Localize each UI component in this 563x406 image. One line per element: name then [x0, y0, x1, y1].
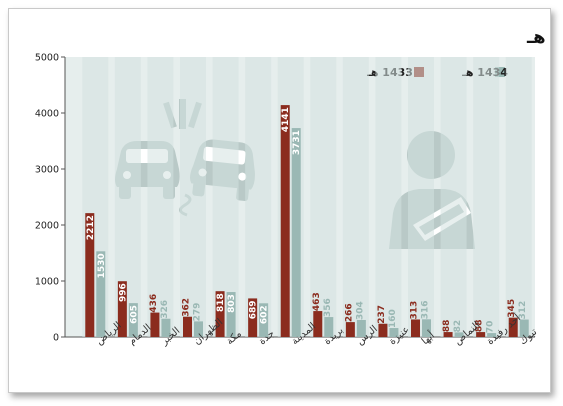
data-label: 160 [388, 309, 398, 328]
y-tick-label: 3000 [35, 165, 59, 176]
data-label: 70 [486, 321, 496, 334]
chart-title: المصابون بين عامي 1433 - 1434 هـ [526, 27, 550, 48]
bar-1433 [476, 332, 486, 337]
bar-1433 [183, 316, 192, 337]
category-band [310, 57, 337, 337]
bar-1434 [519, 319, 529, 337]
category-band [245, 57, 272, 337]
chart: المصابون بين عامي 1433 - 1434 هـ 1434 هـ… [35, 27, 550, 348]
bar-1434 [194, 321, 203, 337]
data-label: 237 [377, 305, 387, 324]
data-label: 82 [453, 320, 463, 333]
data-label: 88 [475, 320, 485, 333]
data-label: 88 [442, 320, 452, 333]
category-band [440, 57, 467, 337]
bar-1434 [259, 303, 269, 337]
bar-1433 [345, 322, 355, 337]
data-label: 313 [410, 301, 420, 320]
category-band [505, 57, 532, 337]
data-label: 356 [323, 298, 333, 317]
data-label: 602 [260, 305, 270, 324]
category-band [408, 57, 434, 337]
category-band [342, 57, 369, 337]
data-label: 2212 [86, 215, 96, 240]
data-label: 304 [355, 301, 365, 320]
y-tick-label: 4000 [35, 109, 59, 120]
bar-1434 [356, 319, 366, 337]
bar-1433 [215, 291, 225, 337]
data-label: 818 [216, 293, 226, 312]
data-label: 463 [312, 292, 322, 311]
bar-1434 [389, 328, 399, 337]
category-band [180, 57, 206, 337]
bar-1433 [85, 213, 95, 337]
category-band [375, 57, 402, 337]
bar-1433 [117, 281, 127, 337]
category-band [147, 57, 174, 337]
bar-1434 [291, 128, 301, 337]
category-band [473, 57, 500, 337]
data-label: 436 [149, 294, 159, 313]
bar-1434 [226, 292, 236, 337]
data-label: 326 [160, 300, 170, 319]
bar-1434 [422, 319, 431, 337]
bar-1434 [454, 332, 464, 337]
data-label: 996 [118, 283, 128, 302]
data-label: 316 [421, 301, 431, 320]
bar-1434 [324, 317, 334, 337]
data-label: 362 [182, 298, 192, 317]
data-label: 345 [507, 299, 517, 318]
category-band [212, 57, 239, 337]
data-label: 1530 [97, 253, 107, 278]
bar-1433 [280, 105, 290, 337]
y-tick-label: 0 [53, 333, 59, 344]
legend-swatch-1434 [495, 67, 505, 77]
y-tick-label: 2000 [35, 221, 59, 232]
bar-1433 [248, 298, 258, 337]
data-label: 803 [227, 294, 237, 313]
data-label: 4141 [281, 107, 291, 132]
bar-1434 [161, 318, 171, 337]
data-label: 3731 [292, 130, 302, 155]
y-tick-label: 5000 [35, 53, 59, 64]
bar-1433 [150, 312, 160, 337]
data-label: 279 [193, 303, 203, 322]
bar-1433 [378, 323, 388, 337]
chart-frame: المصابون بين عامي 1433 - 1434 هـ 1434 هـ… [8, 8, 551, 393]
bar-1433 [411, 319, 420, 337]
bar-1433 [443, 332, 453, 337]
bar-1434 [487, 333, 497, 337]
data-label: 266 [344, 303, 354, 322]
data-label: 689 [249, 300, 259, 319]
bar-1434 [128, 303, 138, 337]
y-tick-label: 1000 [35, 277, 59, 288]
data-label: 312 [518, 301, 528, 320]
bar-1433 [508, 317, 518, 337]
bar-1434 [96, 251, 106, 337]
bar-1433 [313, 311, 323, 337]
data-label: 605 [129, 305, 139, 324]
